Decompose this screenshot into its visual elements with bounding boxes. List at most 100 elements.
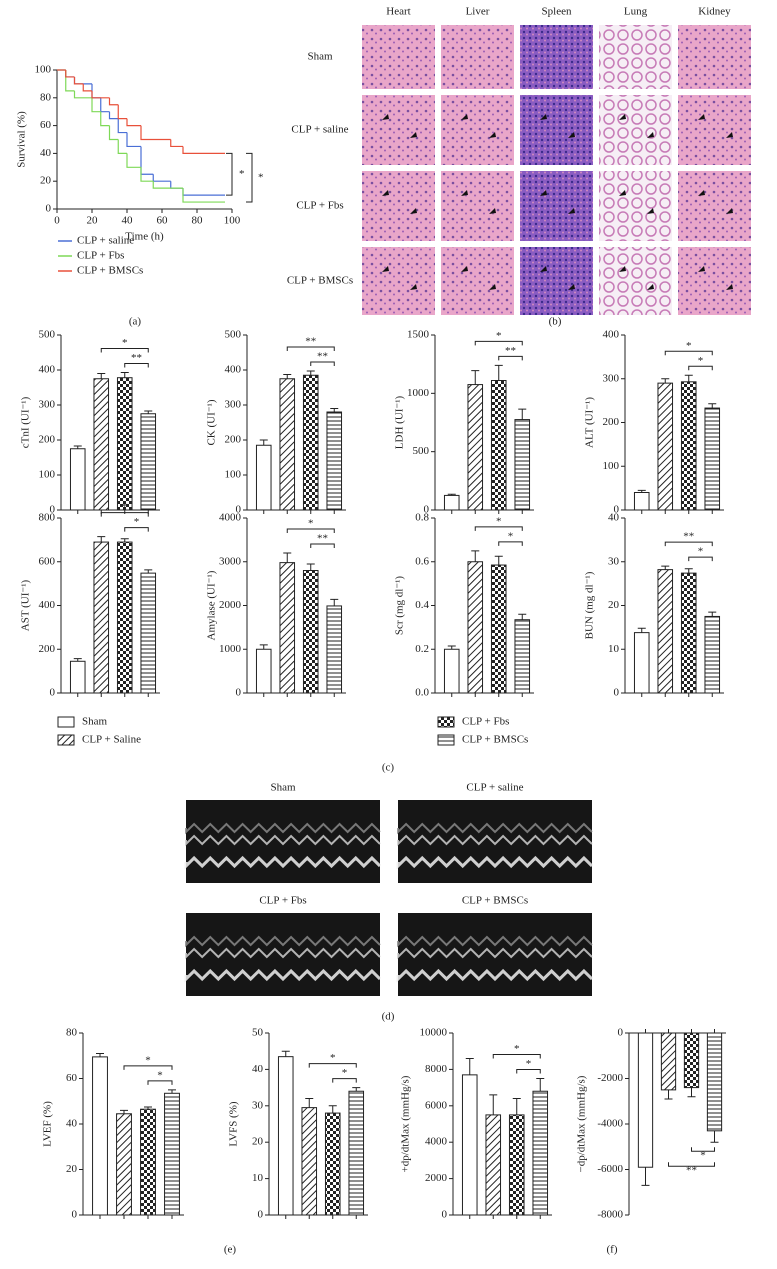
error-bar	[97, 373, 106, 379]
y-axis-label: +dp/dtMax (mmHg/s)	[400, 1075, 412, 1172]
y-tick-label: 500	[413, 445, 430, 457]
y-tick-label: 60	[66, 1072, 78, 1084]
bar	[508, 1114, 525, 1216]
y-axis-label: Scr (mg dl⁻¹)	[394, 576, 406, 636]
echo-image	[398, 913, 592, 996]
bracket	[492, 1054, 541, 1059]
y-axis-label: AST (UI⁻¹)	[20, 579, 32, 631]
bracket	[286, 346, 335, 352]
histology-image	[441, 25, 514, 89]
y-tick-label: 60	[40, 119, 52, 131]
error-bar	[283, 374, 292, 379]
error-bar	[144, 410, 153, 414]
error-bar	[259, 439, 268, 446]
echo-wall	[397, 935, 593, 948]
arrow	[726, 132, 733, 138]
histology-image	[441, 95, 514, 165]
bracket	[100, 347, 149, 353]
survival-step	[126, 132, 141, 148]
bar	[255, 444, 272, 511]
annotation: *	[686, 340, 692, 352]
row-label: CLP + saline	[291, 124, 348, 136]
bracket	[124, 527, 149, 532]
annotation: **	[305, 336, 316, 348]
bar	[326, 411, 343, 511]
echo-wall	[185, 834, 381, 847]
y-tick-label: 40	[66, 1118, 78, 1130]
y-tick-label: 40	[40, 147, 52, 159]
bar	[324, 1112, 341, 1216]
x-axis-label: Time (h)	[125, 231, 164, 243]
bar	[140, 1108, 156, 1216]
bar	[93, 541, 110, 694]
bracket	[474, 526, 523, 531]
histology-image	[520, 247, 593, 315]
error-bar	[144, 1106, 152, 1110]
y-tick-label: 400	[603, 329, 620, 341]
echo-image	[186, 913, 380, 996]
histology-image	[362, 25, 435, 89]
bracket	[332, 1078, 357, 1083]
row-label: Sham	[307, 51, 333, 63]
y-tick-label: 300	[603, 372, 620, 384]
annotation: *	[258, 171, 264, 183]
panel-label: (a)	[129, 316, 142, 328]
y-tick-label: 80	[40, 91, 52, 103]
bracket	[691, 1147, 715, 1152]
arrow	[568, 208, 575, 214]
bracket	[226, 152, 233, 196]
arrow	[619, 190, 626, 196]
bar	[92, 1056, 108, 1216]
survival-step	[170, 181, 183, 189]
y-tick-label: 20	[252, 1136, 264, 1148]
panel-label: (c)	[382, 762, 395, 774]
bar	[461, 1074, 478, 1216]
annotation: *	[308, 518, 314, 530]
y-tick-label: 10	[608, 643, 620, 655]
legend-label: Sham	[82, 716, 108, 728]
arrow	[698, 114, 705, 120]
y-tick-label: 0.8	[415, 512, 429, 524]
annotation: *	[698, 355, 704, 367]
error-bar	[471, 370, 480, 385]
arrow	[461, 190, 468, 196]
bracket	[123, 1065, 173, 1070]
panel-label: (d)	[382, 1011, 395, 1023]
bar	[277, 1056, 294, 1216]
y-tick-label: 800	[39, 512, 56, 524]
error-bar	[494, 364, 503, 381]
y-axis-label: Survival (%)	[16, 111, 28, 168]
bar	[637, 1032, 654, 1168]
bracket	[516, 1069, 541, 1074]
survival-step	[108, 111, 119, 120]
bar	[532, 1090, 549, 1216]
arrow	[461, 114, 468, 120]
echo-wall	[185, 822, 381, 835]
panel-label: (b)	[549, 316, 562, 328]
error-bar	[518, 613, 527, 620]
row-label: CLP + Fbs	[296, 200, 343, 212]
error-bar	[306, 563, 315, 571]
annotation: *	[514, 1043, 520, 1055]
histology-image	[599, 25, 672, 89]
survival-step	[182, 188, 225, 196]
error-bar	[489, 1094, 498, 1115]
survival-step	[91, 97, 101, 113]
y-tick-label: 40	[252, 1063, 264, 1075]
error-bar	[512, 1098, 521, 1115]
bar	[490, 380, 507, 511]
y-tick-label: 0	[618, 1027, 624, 1039]
histology-image	[599, 95, 672, 165]
y-tick-label: 0	[50, 687, 56, 699]
error-bar	[465, 1057, 474, 1075]
histology-image	[362, 171, 435, 241]
error-bar	[120, 371, 129, 378]
y-tick-label: 100	[225, 469, 242, 481]
column-header: Liver	[466, 6, 490, 18]
y-tick-label: 0	[50, 504, 56, 516]
error-bar	[144, 569, 153, 574]
echo-label: CLP + saline	[466, 782, 523, 794]
bar	[633, 632, 650, 694]
annotation: **	[683, 531, 694, 543]
error-bar	[352, 1087, 361, 1092]
